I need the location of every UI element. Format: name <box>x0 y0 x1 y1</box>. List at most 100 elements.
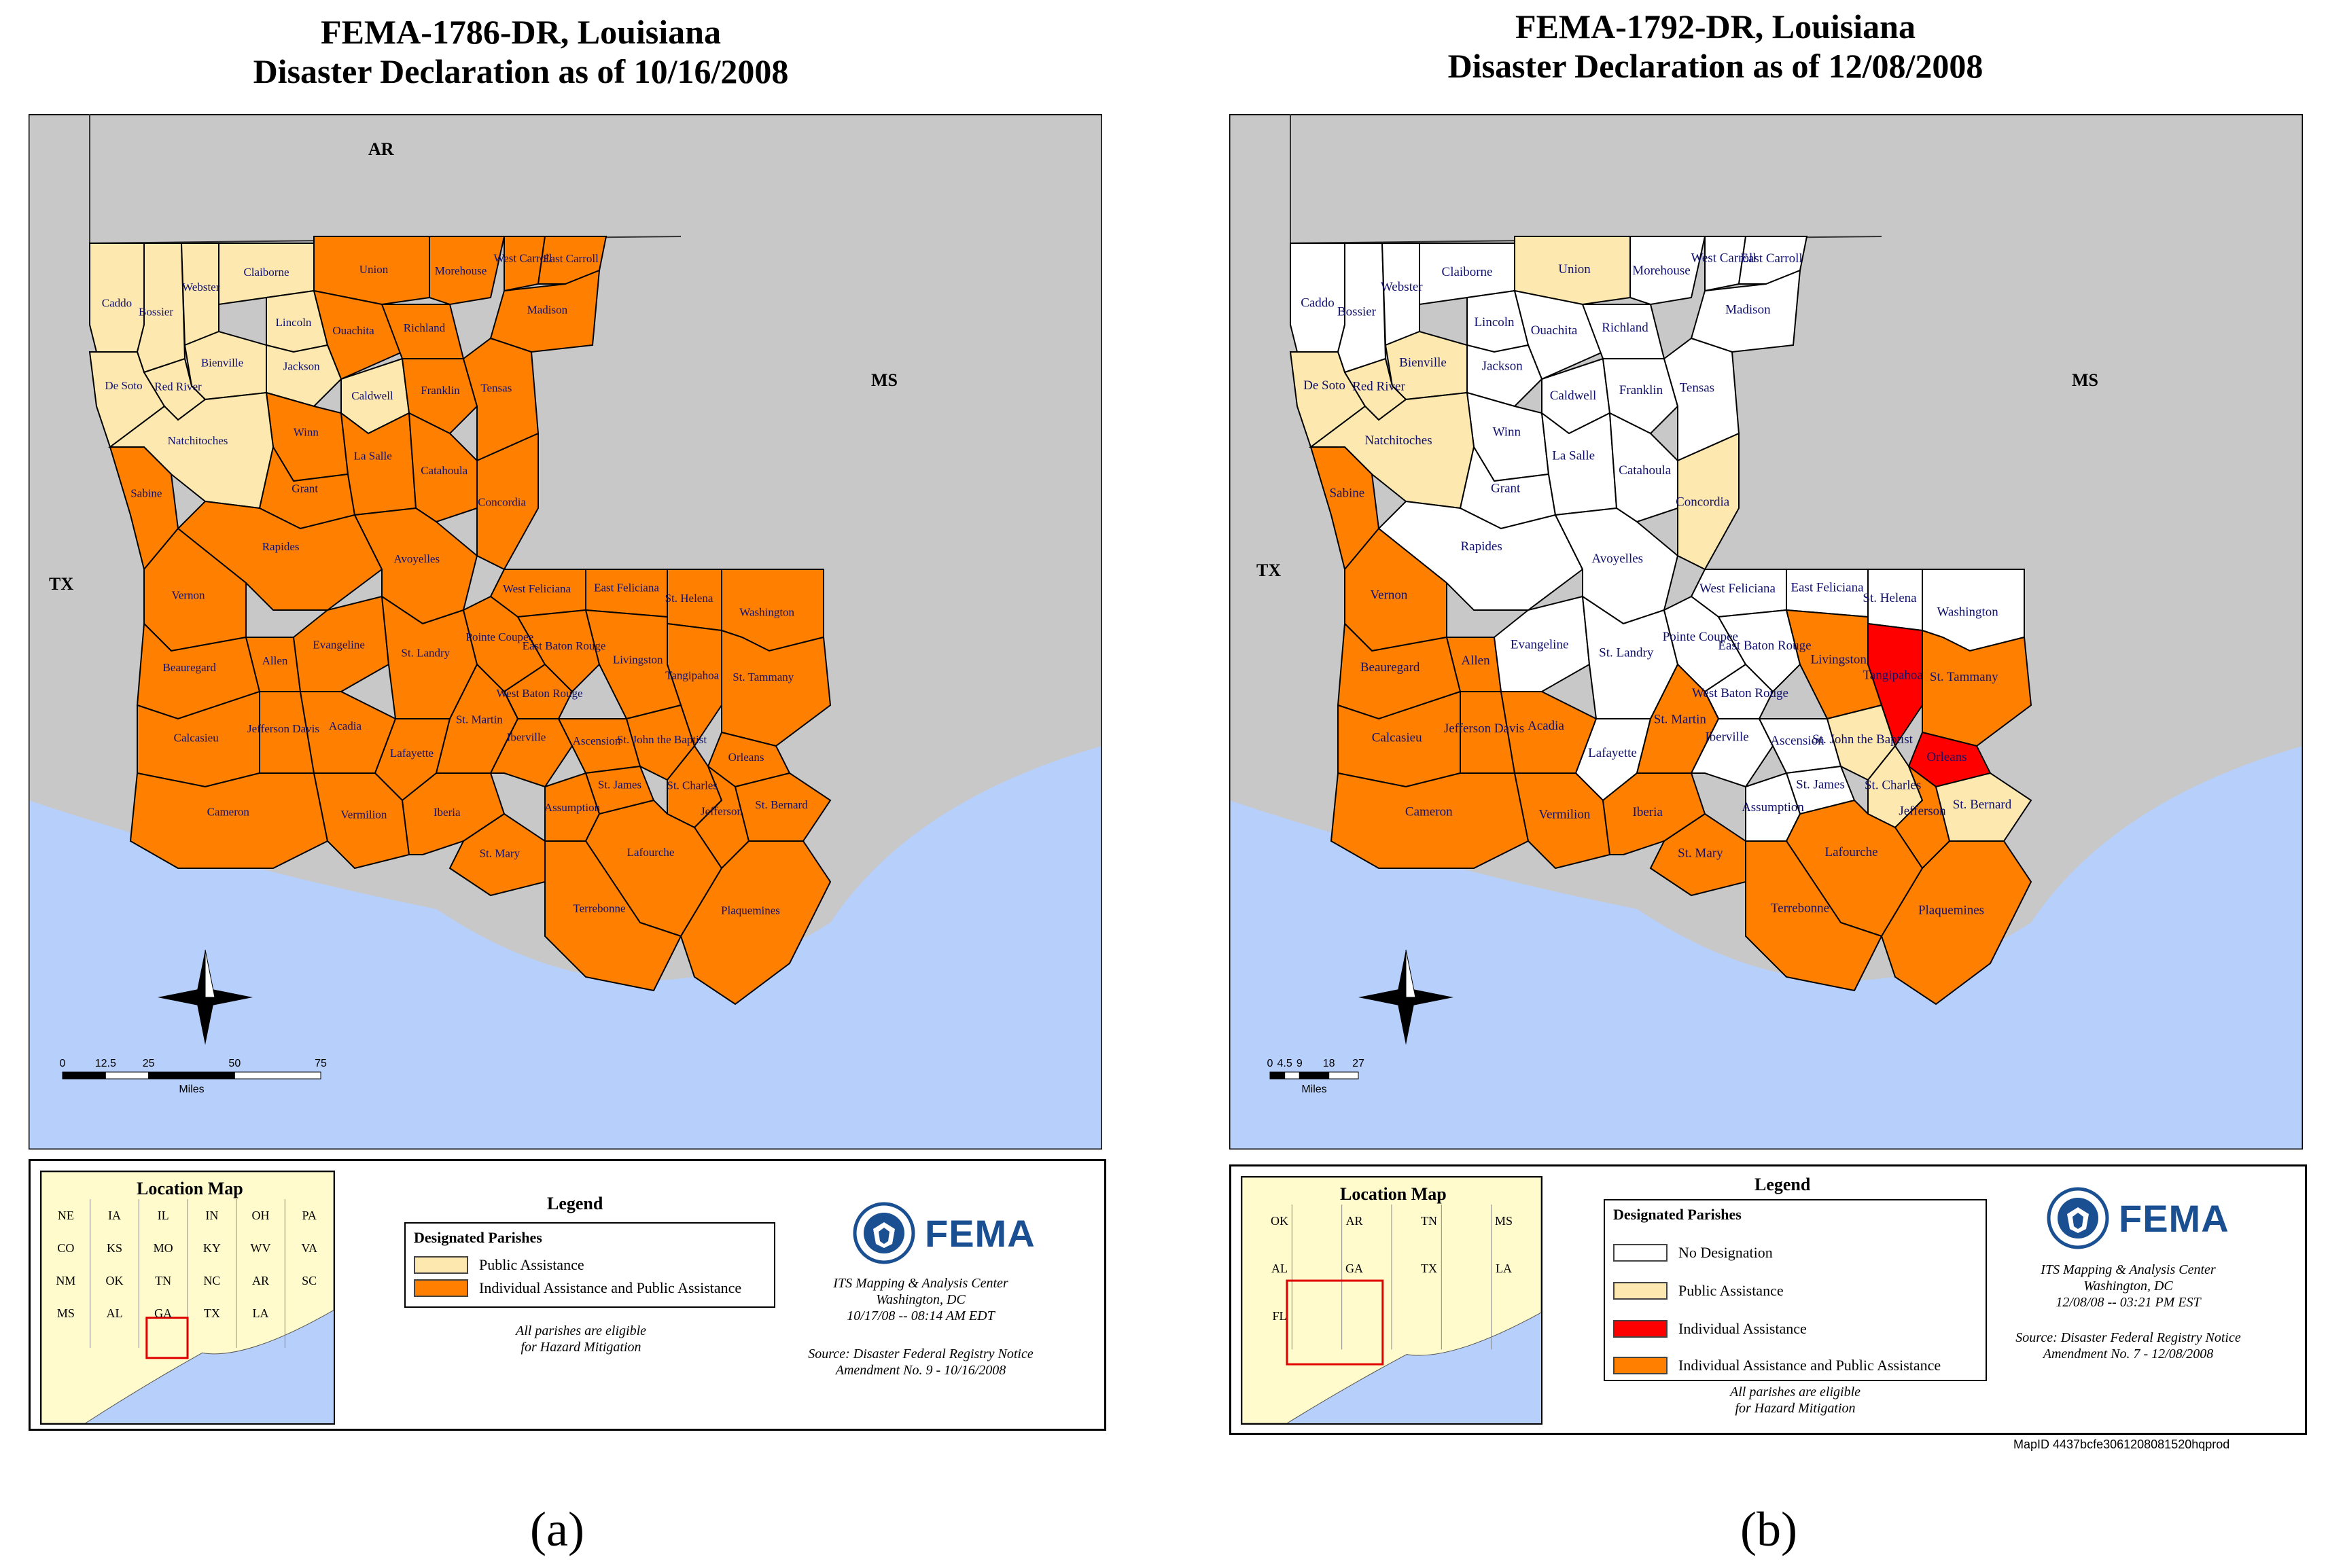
inset-state-label: AR <box>1345 1214 1362 1228</box>
parish-label: Franklin <box>1619 383 1663 397</box>
location-map: OK AR TN MS AL GA TX LA FL Location Map <box>1241 1176 1542 1425</box>
parish-franklin <box>401 358 478 435</box>
parish-label: Caddo <box>1301 296 1335 310</box>
inset-state-label: NM <box>56 1274 75 1287</box>
parish-cameron <box>129 772 329 869</box>
inset-state-label: AL <box>107 1306 123 1320</box>
parish-label: Cameron <box>207 806 250 819</box>
inset-state-label: SC <box>302 1274 317 1287</box>
parish-label: St. Landry <box>1599 646 1654 660</box>
legend-item-individual: Individual Assistance <box>1613 1319 1807 1339</box>
parish-label: Iberia <box>1633 805 1663 819</box>
fema-wordmark: FEMA <box>2119 1196 2229 1240</box>
note-line: for Hazard Mitigation <box>521 1340 641 1355</box>
legend-label: Individual Assistance and Public Assista… <box>479 1279 742 1296</box>
legend-item-none: No Designation <box>1613 1243 1773 1263</box>
legend-item-public: Public Assistance <box>1613 1281 1784 1301</box>
state-label-ms: MS <box>871 370 898 390</box>
inset-state-label: TX <box>204 1306 220 1320</box>
legend-item-both: Individual Assistance and Public Assista… <box>414 1278 741 1298</box>
inset-state-label: OK <box>1271 1214 1288 1228</box>
parish-label: Caldwell <box>1550 389 1597 403</box>
parish-label: Jackson <box>1482 359 1523 374</box>
inset-state-label: LA <box>253 1306 269 1320</box>
parish-label: Red River <box>154 380 202 393</box>
scale-tick-label: 50 <box>228 1058 241 1069</box>
parish-label: Bienville <box>201 357 243 370</box>
parish-la-salle <box>340 411 417 516</box>
parish-label: Concordia <box>478 496 526 509</box>
parish-label: Lafourche <box>1825 845 1878 859</box>
parish-label: Beauregard <box>1360 660 1420 675</box>
parish-label: Jefferson Davis <box>247 722 319 735</box>
location-map-title: Location Map <box>1340 1184 1447 1204</box>
parish-label: Evangeline <box>1511 638 1568 652</box>
credit-line: 12/08/08 -- 03:21 PM EST <box>2056 1295 2201 1310</box>
source-line: Amendment No. 7 - 12/08/2008 <box>2043 1347 2214 1361</box>
state-label-tx: TX <box>1256 560 1281 580</box>
parish-label: Franklin <box>421 384 460 397</box>
parish-label: Sabine <box>130 486 162 499</box>
fema-logo: FEMA <box>2047 1187 2229 1249</box>
parish-label: Ouachita <box>1531 323 1578 338</box>
parish-union <box>1514 236 1631 306</box>
parish-label: Rapides <box>262 540 300 553</box>
credit-line: Washington, DC <box>876 1292 966 1307</box>
parish-label: Morehouse <box>1632 264 1690 278</box>
parish-label: Tensas <box>1680 380 1714 395</box>
parish-label: Iberville <box>507 731 546 744</box>
parish-plaquemines <box>680 840 832 1005</box>
legend-swatch-public <box>414 1256 468 1274</box>
parish-label: Lafayette <box>1588 746 1637 760</box>
credit-line: ITS Mapping & Analysis Center <box>833 1276 1008 1291</box>
legend-title: Legend <box>1754 1175 1811 1194</box>
parish-cameron <box>1330 772 1530 869</box>
legend-label: No Designation <box>1678 1244 1773 1261</box>
parish-label: Livingston <box>1810 652 1867 666</box>
inset-state-label: NE <box>58 1209 74 1222</box>
inset-state-label: WV <box>251 1241 271 1255</box>
parish-st-bernard <box>734 772 832 842</box>
parish-label: Madison <box>1725 302 1771 317</box>
parish-label: East Feliciana <box>1791 581 1864 595</box>
legend-swatch-both <box>414 1279 468 1297</box>
parish-label: Ascension <box>573 734 621 747</box>
parish-label: Avoyelles <box>1591 552 1643 566</box>
legend-label: Individual Assistance <box>1678 1320 1807 1337</box>
scale-tick-label: 25 <box>143 1058 155 1069</box>
inset-state-label: IA <box>108 1209 121 1222</box>
parish-plaquemines <box>1880 840 2032 1005</box>
legend-swatch-individual <box>1613 1320 1668 1338</box>
parish-label: Tangipahoa <box>665 669 720 682</box>
parish-label: Webster <box>182 281 220 293</box>
parish-label: Rapides <box>1461 539 1502 554</box>
legend-label: Individual Assistance and Public Assista… <box>1678 1357 1941 1374</box>
inset-state-label: OH <box>252 1209 270 1222</box>
note-line: All parishes are eligible <box>1729 1385 1860 1400</box>
parish-label: St. James <box>598 779 641 791</box>
parish-label: Cameron <box>1405 805 1453 819</box>
parish-webster <box>180 243 219 346</box>
scale-tick-label: 27 <box>1352 1058 1364 1069</box>
parish-terrebonne <box>544 840 682 992</box>
parish-label: Vermilion <box>340 808 387 821</box>
inset-state-label: KS <box>107 1241 122 1255</box>
parish-label: Bossier <box>139 306 173 319</box>
parish-label: St. Charles <box>1865 778 1921 792</box>
parish-franklin <box>1602 358 1679 435</box>
credit-line: ITS Mapping & Analysis Center <box>2041 1262 2216 1277</box>
parish-label: Iberville <box>1705 730 1748 745</box>
inset-state-label: OK <box>106 1274 124 1287</box>
parish-label: Tangipahoa <box>1863 669 1923 683</box>
dhs-seal-icon <box>853 1202 915 1264</box>
panel-b: FEMA-1792-DR, Louisiana Disaster Declara… <box>1164 0 2328 1568</box>
inset-state-label: TN <box>155 1274 171 1287</box>
parish-label: St. Landry <box>401 647 450 660</box>
source-line: Source: Disaster Federal Registry Notice <box>808 1347 1034 1361</box>
parish-webster <box>1381 243 1420 346</box>
parish-label: Beauregard <box>162 661 216 674</box>
parish-label: St. Bernard <box>755 798 808 811</box>
inset-state-label: TX <box>1421 1262 1437 1275</box>
